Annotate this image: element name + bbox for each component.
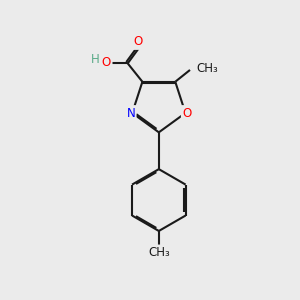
Text: O: O <box>102 56 111 69</box>
Text: O: O <box>182 106 191 119</box>
Text: H: H <box>91 52 100 66</box>
Text: CH₃: CH₃ <box>196 62 218 75</box>
Text: N: N <box>126 106 135 119</box>
Text: CH₃: CH₃ <box>148 246 170 259</box>
Text: O: O <box>134 35 143 49</box>
